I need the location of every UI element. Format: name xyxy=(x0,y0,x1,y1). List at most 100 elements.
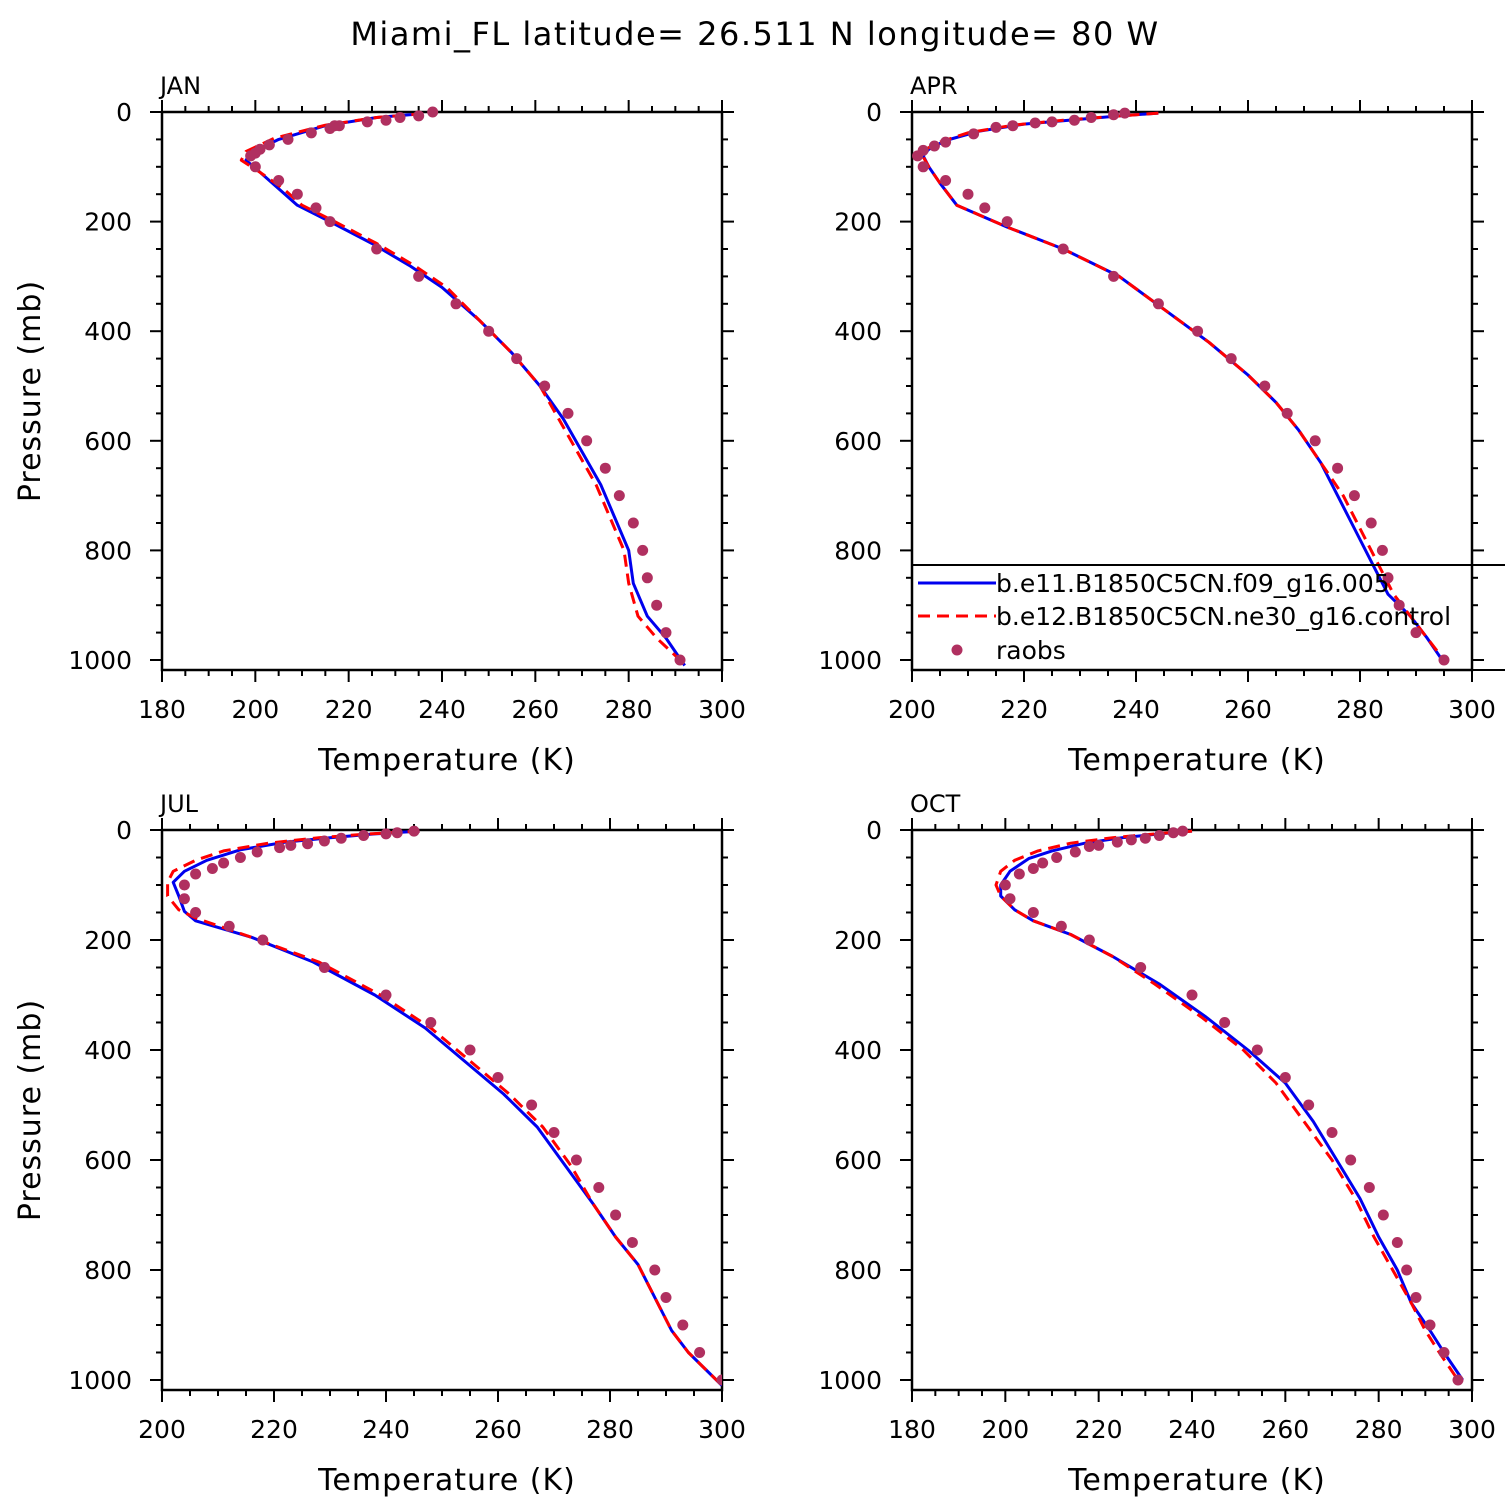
y-tick-label: 600 xyxy=(834,1146,882,1175)
series-line-ne30 xyxy=(166,829,722,1387)
series-group xyxy=(912,107,1450,666)
y-tick-label: 600 xyxy=(834,427,882,456)
raobs-marker xyxy=(1424,1319,1436,1331)
y-axis-title: Pressure (mb) xyxy=(13,280,48,502)
raobs-marker xyxy=(251,846,263,858)
series-line-ne30 xyxy=(239,112,682,662)
x-axis-title: Temperature (K) xyxy=(1067,743,1326,778)
x-tick-label: 280 xyxy=(1355,1415,1403,1444)
series-line-f09 xyxy=(171,829,722,1387)
raobs-marker xyxy=(1153,830,1165,841)
legend-swatch-raobs xyxy=(951,644,963,656)
raobs-marker xyxy=(1004,893,1016,905)
raobs-marker xyxy=(928,140,940,152)
x-tick-label: 200 xyxy=(981,1415,1029,1444)
legend: b.e11.B1850C5CN.f09_g16.005 b.e12.B1850C5… xyxy=(912,564,1505,671)
raobs-marker xyxy=(626,1237,638,1248)
y-tick-label: 1000 xyxy=(68,646,132,675)
raobs-marker xyxy=(562,407,574,419)
raobs-marker xyxy=(263,139,275,151)
x-axis-title: Temperature (K) xyxy=(317,1463,576,1498)
series-group xyxy=(166,825,722,1387)
x-tick-label: 280 xyxy=(1336,695,1384,724)
raobs-marker xyxy=(1376,544,1388,556)
raobs-marker xyxy=(694,1347,706,1358)
raobs-marker xyxy=(380,989,392,1001)
panel-jul: JUL 200 220 240 260 280 300 0 200 400 600 800 1000 Te… xyxy=(13,790,746,1498)
raobs-marker xyxy=(1281,407,1293,419)
x-tick-label: 280 xyxy=(586,1415,634,1444)
raobs-marker xyxy=(593,1182,605,1193)
raobs-marker xyxy=(391,827,403,839)
series-line-f09 xyxy=(999,829,1464,1381)
raobs-marker xyxy=(940,175,952,186)
raobs-marker xyxy=(940,136,952,148)
raobs-marker xyxy=(335,832,347,844)
panel-label: OCT xyxy=(910,790,961,818)
raobs-marker xyxy=(1452,1374,1464,1386)
x-tick-label: 200 xyxy=(888,695,936,724)
raobs-marker xyxy=(361,116,373,128)
raobs-marker xyxy=(1083,841,1095,852)
raobs-marker xyxy=(1192,325,1204,337)
raobs-marker xyxy=(324,122,336,134)
raobs-marker xyxy=(285,839,297,851)
raobs-marker xyxy=(1303,1099,1315,1111)
raobs-marker xyxy=(539,380,551,392)
raobs-marker xyxy=(1391,1237,1403,1248)
plot-frame xyxy=(160,110,724,672)
x-tick-label: 300 xyxy=(1448,1415,1496,1444)
raobs-marker xyxy=(1309,435,1321,447)
raobs-marker xyxy=(234,852,246,863)
raobs-marker xyxy=(1037,857,1049,869)
y-tick-label: 200 xyxy=(834,208,882,237)
raobs-marker xyxy=(1027,863,1039,874)
raobs-marker xyxy=(394,111,406,123)
raobs-marker xyxy=(627,517,639,529)
raobs-marker xyxy=(305,127,317,139)
raobs-marker xyxy=(548,1127,560,1138)
y-tick-label: 1000 xyxy=(818,1366,882,1395)
raobs-marker xyxy=(1108,109,1120,121)
legend-label: raobs xyxy=(996,636,1066,665)
x-tick-label: 300 xyxy=(698,695,746,724)
y-tick-label: 400 xyxy=(84,317,132,346)
x-tick-label: 220 xyxy=(325,695,373,724)
y-tick-label: 0 xyxy=(116,98,132,127)
raobs-marker xyxy=(1377,1209,1389,1221)
raobs-marker xyxy=(979,202,991,214)
y-tick-label: 600 xyxy=(84,427,132,456)
raobs-marker xyxy=(1177,825,1189,837)
raobs-marker xyxy=(1093,839,1105,851)
raobs-marker xyxy=(358,830,370,841)
y-tick-label: 800 xyxy=(834,536,882,565)
raobs-marker xyxy=(1365,517,1377,529)
raobs-marker xyxy=(274,842,286,854)
series-line-ne30 xyxy=(994,829,1460,1381)
raobs-marker xyxy=(1382,572,1394,584)
raobs-marker xyxy=(302,838,314,850)
raobs-marker xyxy=(1251,1044,1263,1056)
y-tick-label: 1000 xyxy=(818,646,882,675)
raobs-marker xyxy=(492,1072,504,1083)
raobs-marker xyxy=(649,1264,661,1276)
raobs-marker xyxy=(1055,920,1067,932)
raobs-marker xyxy=(968,128,980,140)
raobs-marker xyxy=(677,1319,689,1331)
raobs-marker xyxy=(1069,846,1081,858)
raobs-marker xyxy=(1001,216,1013,228)
legend-label: b.e11.B1850C5CN.f09_g16.005 xyxy=(996,569,1390,598)
raobs-marker xyxy=(912,150,924,162)
raobs-marker xyxy=(1083,934,1095,946)
raobs-marker xyxy=(1111,836,1123,848)
raobs-marker xyxy=(190,868,202,880)
panel-jan: JAN 180 200 220 240 260 280 300 0 200 400 600 800 100… xyxy=(13,72,746,778)
y-tick-label: 200 xyxy=(84,208,132,237)
y-tick-label: 400 xyxy=(834,1036,882,1065)
y-tick-label: 800 xyxy=(84,536,132,565)
raobs-marker xyxy=(318,835,330,847)
raobs-marker xyxy=(178,893,190,905)
x-tick-label: 240 xyxy=(362,1415,410,1444)
raobs-marker xyxy=(1119,107,1131,119)
